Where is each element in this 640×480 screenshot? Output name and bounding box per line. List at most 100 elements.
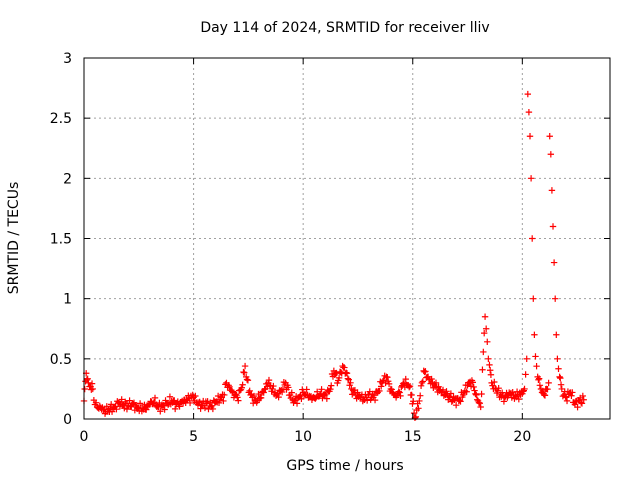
data-point-interp [417,382,425,390]
data-point-interp [578,400,586,407]
data-point-interp [447,390,455,397]
data-point-interp [151,394,159,402]
data-point-interp [250,392,258,400]
data-point [473,391,480,399]
data-point-interp [241,369,248,376]
data-point-interp [186,399,194,407]
data-point-interp [428,375,435,383]
data-point [234,394,241,401]
data-point-interp [278,388,286,396]
data-point-interp [81,385,88,393]
data-point [521,385,528,393]
data-point-interp [88,380,96,387]
data-point-interp [480,348,487,356]
data-point [527,175,535,182]
data-point-interp [500,398,508,405]
tick-layer: 0 5 10 15 20 0 0.5 1 1.5 2 2.5 3 [50,51,610,445]
data-point-interp [143,406,150,413]
data-point-interp [176,403,183,410]
data-point [238,384,245,391]
data-point-interp [318,386,325,393]
data-point-interp [439,386,447,394]
data-point-interp [574,403,581,411]
data-point-interp [562,393,569,400]
data-point-interp [469,379,477,386]
data-point [548,187,556,194]
data-point-interp [243,376,251,383]
data-point [269,385,276,393]
data-point [396,389,403,396]
data-point-interp [103,403,110,410]
data-point-interp [293,400,301,407]
data-point-interp [235,397,242,404]
data-point-interp [472,390,479,398]
data-point [536,382,544,389]
y-tick-label: 3 [63,51,72,67]
data-point [85,379,92,387]
data-point-interp [192,392,199,400]
data-point-interp [385,380,393,388]
data-point-interp [171,405,179,413]
data-point-interp [515,395,523,403]
data-point-interp [397,392,404,400]
data-point-interp [208,402,216,409]
data-point [556,373,563,381]
data-point [526,133,534,140]
x-tick-label: 10 [294,429,312,445]
data-point [408,391,415,399]
data-point-interp [342,369,350,376]
data-point-interp [196,398,203,406]
data-point [486,361,493,369]
data-point-interp [244,377,252,384]
data-point-interp [395,388,402,395]
data-point-interp [563,397,571,405]
y-tick-label: 0 [63,412,72,428]
data-point-interp [371,396,379,404]
data-point [532,353,539,360]
data-point [524,90,532,98]
data-point-interp [480,329,488,337]
data-point-interp [579,392,587,400]
data-point-interp [303,386,310,393]
data-point [482,325,490,332]
data-point [485,355,492,363]
data-point-interp [347,379,354,387]
data-point-interp [328,382,335,389]
data-point-interp [555,365,562,372]
data-point-interp [270,382,277,390]
data-point [528,235,536,242]
data-point [547,151,555,158]
data-point-interp [136,400,144,407]
data-point-interp [255,390,262,398]
x-tick-label: 15 [404,429,422,445]
data-point-interp [410,398,417,405]
data-point [481,313,489,320]
data-point [546,133,553,140]
data-point-interp [341,364,348,371]
x-tick-label: 0 [80,429,89,445]
data-point-interp [418,379,426,386]
data-point-interp [476,400,484,407]
data-point-interp [313,388,321,395]
data-point-interp [406,382,414,390]
data-point [343,370,351,377]
data-point-interp [345,376,352,383]
data-point-interp [569,389,576,396]
data-point-interp [399,380,407,387]
data-point-interp [484,338,491,346]
data-point-interp [215,399,223,407]
data-point-interp [257,394,265,402]
data-point [545,379,552,387]
grid-layer [84,58,610,419]
data-point-interp [402,375,409,383]
data-point-interp [246,387,253,395]
data-point-interp [568,392,575,399]
x-axis-label: GPS time / hours [286,458,403,474]
data-point-interp [370,392,378,399]
data-point-interp [557,374,564,382]
data-point-interp [421,368,428,376]
chart-title: Day 114 of 2024, SRMTID for receiver lli… [200,20,489,36]
data-point [530,295,537,302]
data-point [260,389,267,396]
